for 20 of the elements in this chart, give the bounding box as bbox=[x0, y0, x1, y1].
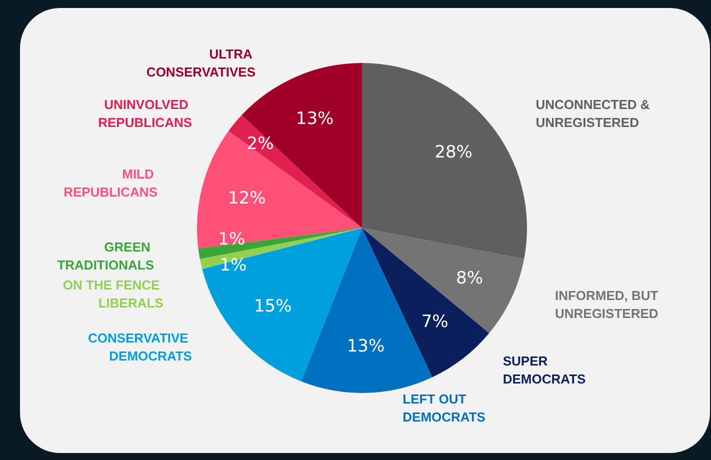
slice-label: SUPER DEMOCRATS bbox=[502, 354, 586, 387]
data-label: 13% bbox=[296, 108, 334, 129]
data-label: 12% bbox=[228, 188, 266, 208]
slice-label: ULTRA CONSERVATIVES bbox=[146, 46, 256, 80]
data-label: 13% bbox=[346, 336, 385, 357]
slice-label: CONSERVATIVE DEMOCRATS bbox=[88, 330, 192, 364]
slice-label: GREEN TRADITIONALS bbox=[57, 240, 154, 273]
slice-label: UNINVOLVED REPUBLICANS bbox=[98, 96, 192, 130]
data-label: 2% bbox=[246, 134, 274, 154]
slice-label: MILD REPUBLICANS bbox=[64, 166, 158, 200]
data-label: 7% bbox=[421, 312, 448, 332]
data-label: 1% bbox=[218, 230, 246, 250]
slice-label: ON THE FENCE LIBERALS bbox=[62, 278, 164, 311]
data-label: 1% bbox=[220, 256, 247, 276]
data-label: 8% bbox=[456, 268, 483, 289]
slice-label: UNCONNECTED & UNREGISTERED bbox=[536, 96, 654, 130]
slice-label: INFORMED, BUT UNREGISTERED bbox=[554, 288, 662, 322]
slice-label: LEFT OUT DEMOCRATS bbox=[402, 392, 486, 425]
data-label: 15% bbox=[254, 296, 292, 317]
data-label: 28% bbox=[434, 142, 472, 162]
